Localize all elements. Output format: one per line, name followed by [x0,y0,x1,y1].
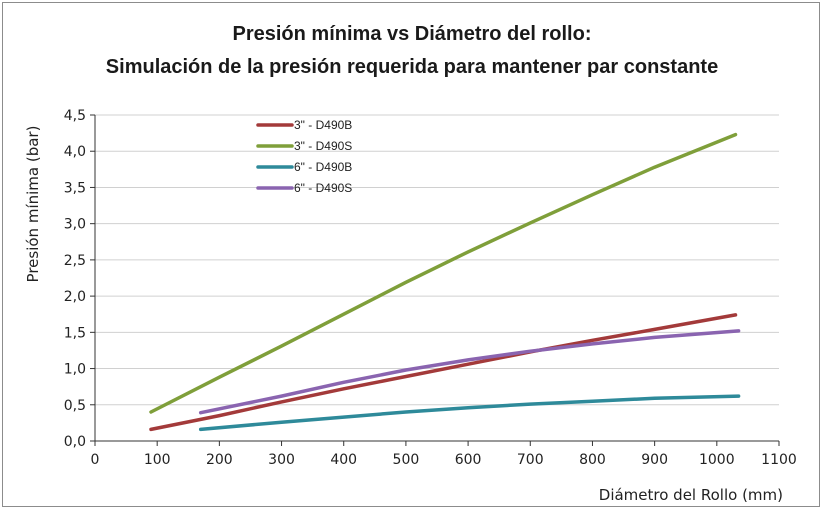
x-tick-label: 100 [144,452,171,468]
x-axis-label: Diámetro del Rollo (mm) [599,486,783,504]
x-tick-label: 1000 [699,452,735,468]
y-tick-label: 3,0 [64,217,86,233]
x-tick-label: 300 [268,452,295,468]
y-tick-labels: 0,0 0,5 1,0 1,5 2,0 2,5 3,0 3,5 4,0 4,5 [64,108,86,450]
x-tick-label: 500 [393,452,420,468]
series-line [149,132,738,414]
x-tick-label: 200 [206,452,233,468]
x-tick-label: 700 [517,452,544,468]
y-tick-label: 4,0 [64,144,86,160]
y-tick-label: 2,0 [64,289,86,305]
series-line [198,329,741,415]
series-lines [149,132,741,432]
x-tick-labels: 0 100 200 300 400 500 600 700 800 900 1000 1100 [91,452,797,468]
x-tick-label: 800 [579,452,606,468]
x-tick-label: 1100 [761,452,797,468]
y-tick-label: 0,0 [64,434,86,450]
legend-label: 3" - D490S [294,139,352,153]
y-tick-label: 1,0 [64,362,86,378]
chart-title-line1: Presión mínima vs Diámetro del rollo: [233,23,592,45]
legend: 3" - D490B 3" - D490S 6" - D490B 6" - D490S [256,118,352,195]
x-tick-label: 900 [641,452,668,468]
y-tick-label: 4,5 [64,108,86,124]
series-line [198,394,741,432]
y-tick-label: 1,5 [64,325,86,341]
axes [90,114,780,446]
series-line [149,313,738,432]
chart-title-line2: Simulación de la presión requerida para … [106,56,718,78]
y-tick-label: 3,5 [64,180,86,196]
x-tick-label: 400 [330,452,357,468]
gridlines [95,114,779,406]
x-tick-label: 600 [455,452,482,468]
y-tick-label: 0,5 [64,398,86,414]
x-tick-label: 0 [91,452,100,468]
y-axis-label: Presión mínima (bar) [24,126,42,283]
y-tick-label: 2,5 [64,253,86,269]
legend-label: 6" - D490S [294,181,352,195]
legend-label: 6" - D490B [294,160,352,174]
legend-label: 3" - D490B [294,118,352,132]
